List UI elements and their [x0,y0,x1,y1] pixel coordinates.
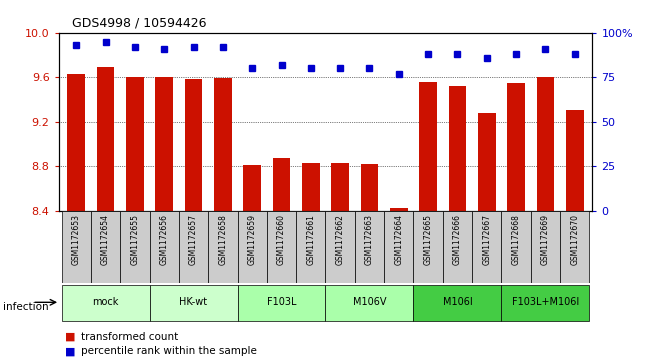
Bar [273,158,290,211]
Text: GSM1172667: GSM1172667 [482,214,492,265]
Bar [501,211,531,283]
Bar [185,79,202,211]
Bar [331,163,349,211]
Text: GSM1172658: GSM1172658 [218,214,227,265]
Text: GSM1172656: GSM1172656 [159,214,169,265]
Text: percentile rank within the sample: percentile rank within the sample [81,346,257,356]
Bar [267,211,296,283]
Bar [326,211,355,283]
Bar [238,211,267,283]
Bar [501,285,589,321]
Text: M106V: M106V [353,297,386,307]
Bar [413,285,501,321]
Text: GSM1172665: GSM1172665 [424,214,433,265]
Bar [566,110,583,211]
Bar [126,77,144,211]
Bar [531,211,560,283]
Bar [472,211,501,283]
Bar [296,211,326,283]
Bar [326,285,413,321]
Bar [150,285,238,321]
Bar [208,211,238,283]
Bar [243,165,261,211]
Bar [156,77,173,211]
Text: GSM1172668: GSM1172668 [512,214,521,265]
Bar [214,78,232,211]
Text: F103L: F103L [267,297,296,307]
Text: GSM1172669: GSM1172669 [541,214,550,265]
Text: GDS4998 / 10594426: GDS4998 / 10594426 [72,16,206,29]
Text: GSM1172661: GSM1172661 [307,214,315,265]
Text: M106I: M106I [443,297,473,307]
Text: ■: ■ [65,331,76,342]
Text: GSM1172657: GSM1172657 [189,214,198,265]
Text: GSM1172654: GSM1172654 [101,214,110,265]
Text: GSM1172659: GSM1172659 [247,214,256,265]
Text: GSM1172664: GSM1172664 [395,214,404,265]
Bar [560,211,589,283]
Text: GSM1172662: GSM1172662 [336,214,344,265]
Bar [413,211,443,283]
Bar [449,86,466,211]
Bar [419,82,437,211]
Text: HK-wt: HK-wt [180,297,208,307]
Text: GSM1172660: GSM1172660 [277,214,286,265]
Bar [91,211,120,283]
Bar [62,285,150,321]
Bar [97,67,115,211]
Bar [443,211,472,283]
Bar [384,211,413,283]
Bar [361,164,378,211]
Bar [120,211,150,283]
Text: transformed count: transformed count [81,331,178,342]
Bar [302,163,320,211]
Text: GSM1172670: GSM1172670 [570,214,579,265]
Bar [478,113,495,211]
Bar [150,211,179,283]
Bar [179,211,208,283]
Text: GSM1172666: GSM1172666 [453,214,462,265]
Text: ■: ■ [65,346,76,356]
Text: GSM1172663: GSM1172663 [365,214,374,265]
Text: infection: infection [3,302,49,312]
Bar [507,83,525,211]
Text: GSM1172653: GSM1172653 [72,214,81,265]
Text: F103L+M106I: F103L+M106I [512,297,579,307]
Bar [62,211,91,283]
Text: mock: mock [92,297,118,307]
Bar [68,74,85,211]
Bar [238,285,326,321]
Bar [536,77,554,211]
Text: GSM1172655: GSM1172655 [130,214,139,265]
Bar [390,208,408,211]
Bar [355,211,384,283]
